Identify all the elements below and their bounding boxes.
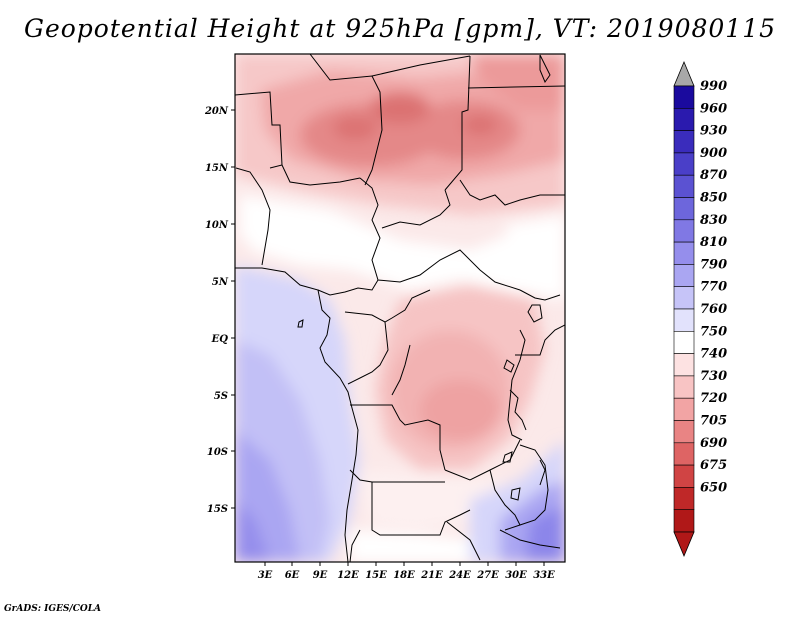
colorbar-swatch — [673, 464, 695, 488]
colorbar-labels: 990 960 930 900 870 850 830 810 790 770 760 750 740 7… — [700, 79, 727, 495]
colorbar-over-arrow — [673, 60, 695, 87]
colorbar-under-arrow — [673, 531, 695, 558]
lat-label: 5N — [212, 277, 229, 288]
colorbar-swatch — [673, 85, 695, 109]
colorbar-label: 790 — [700, 257, 727, 272]
colorbar-label: 740 — [700, 347, 727, 362]
colorbar-swatch — [673, 219, 695, 243]
lon-label: 30E — [505, 570, 527, 581]
colorbar-swatch — [673, 108, 695, 131]
colorbar-label: 675 — [700, 458, 727, 473]
lon-label: 18E — [393, 570, 415, 581]
lon-label: 33E — [533, 570, 555, 581]
colorbar-swatch — [673, 397, 695, 421]
grads-credit: GrADS: IGES/COLA — [4, 604, 102, 614]
colorbar-label: 760 — [700, 302, 727, 317]
colorbar-swatch — [673, 130, 695, 154]
colorbar-label: 930 — [700, 124, 727, 139]
lon-label: 3E — [258, 570, 273, 581]
colorbar-label: 705 — [700, 414, 727, 429]
colorbar-label: 870 — [700, 168, 727, 183]
lon-label: 27E — [476, 570, 499, 581]
colorbar-swatch — [673, 264, 695, 287]
colorbar-label: 900 — [700, 146, 727, 161]
colorbar-swatch — [673, 509, 695, 533]
lat-label: 15S — [207, 504, 228, 515]
lon-label: 6E — [285, 570, 300, 581]
colorbar-label: 730 — [700, 369, 727, 384]
lat-label: 5S — [214, 391, 228, 402]
map-title: Geopotential Height at 925hPa [gpm], VT:… — [23, 14, 777, 43]
colorbar-label: 690 — [700, 436, 727, 451]
colorbar-swatch — [673, 197, 695, 221]
colorbar-swatch — [673, 152, 695, 176]
colorbar-swatch — [673, 330, 695, 354]
colorbar-swatch — [673, 442, 695, 466]
colorbar-label: 750 — [700, 324, 727, 339]
lat-label: 10N — [205, 220, 229, 231]
colorbar-label: 650 — [700, 480, 727, 495]
colorbar-swatch — [673, 487, 695, 510]
lat-label: EQ — [211, 334, 229, 345]
colorbar-label: 770 — [700, 280, 727, 295]
colorbar-swatches — [673, 85, 695, 533]
country-boundaries — [235, 54, 565, 562]
lon-label: 9E — [313, 570, 328, 581]
colorbar-swatch — [673, 174, 695, 198]
colorbar-swatch — [673, 308, 695, 332]
lon-label: 15E — [365, 570, 387, 581]
colorbar: 990 960 930 900 870 850 830 810 790 770 760 750 740 7… — [673, 60, 727, 558]
colorbar-swatch — [673, 375, 695, 399]
lat-label: 15N — [205, 163, 229, 174]
height-field — [235, 54, 565, 562]
colorbar-swatch — [673, 286, 695, 310]
lon-label: 12E — [337, 570, 359, 581]
colorbar-label: 810 — [700, 235, 727, 250]
lat-axis: 20N 15N 10N 5N EQ 5S 10S 15S — [204, 106, 235, 515]
colorbar-swatch — [673, 420, 695, 444]
lon-label: 21E — [420, 570, 443, 581]
colorbar-swatch — [673, 353, 695, 377]
colorbar-label: 990 — [700, 79, 727, 94]
map-frame — [234, 53, 566, 563]
colorbar-label: 830 — [700, 213, 727, 228]
colorbar-label: 720 — [700, 391, 727, 406]
lat-label: 10S — [207, 447, 228, 458]
lon-label: 24E — [448, 570, 471, 581]
colorbar-swatch — [673, 241, 695, 265]
lon-axis: 3E 6E 9E 12E 15E 18E 21E 24E 27E 30E 33E — [258, 562, 555, 581]
colorbar-label: 960 — [700, 101, 727, 116]
colorbar-label: 850 — [700, 191, 727, 206]
lat-label: 20N — [204, 106, 229, 117]
